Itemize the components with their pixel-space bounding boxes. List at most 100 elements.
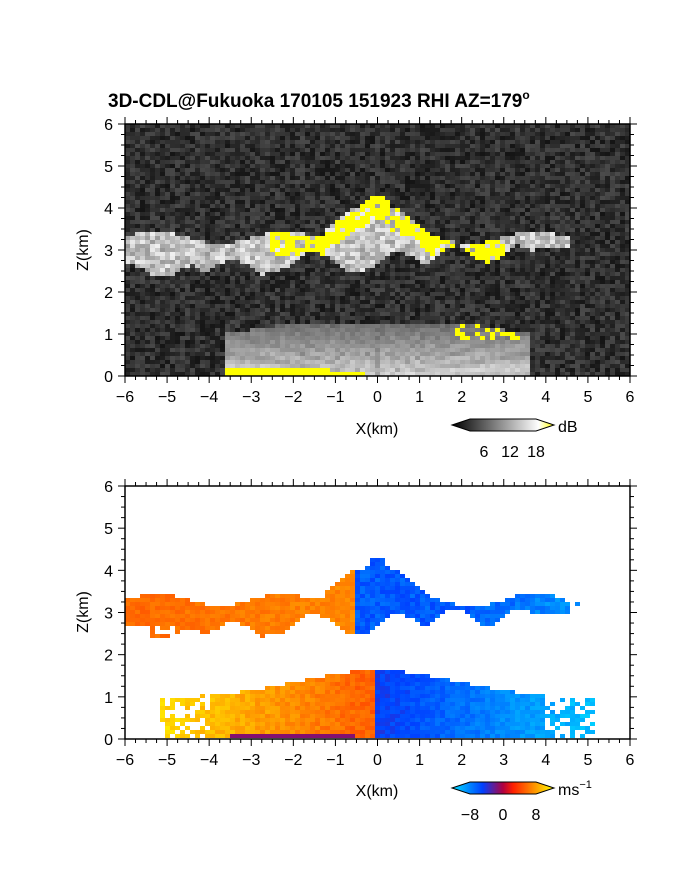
heatmap-cell: [160, 256, 165, 260]
heatmap-cell: [420, 240, 425, 244]
heatmap-cell: [455, 288, 460, 292]
heatmap-cell: [490, 180, 495, 184]
heatmap-cell: [240, 316, 245, 320]
heatmap-cell: [360, 296, 365, 300]
heatmap-cell: [195, 280, 200, 284]
heatmap-cell: [310, 128, 315, 132]
heatmap-cell: [305, 128, 310, 132]
heatmap-cell: [495, 252, 500, 256]
heatmap-cell: [410, 152, 415, 156]
heatmap-cell: [470, 160, 475, 164]
heatmap-cell: [455, 272, 460, 276]
heatmap-cell: [130, 252, 135, 256]
heatmap-cell: [355, 180, 360, 184]
heatmap-cell: [470, 312, 475, 316]
heatmap-cell: [205, 216, 210, 220]
heatmap-cell: [160, 132, 165, 136]
heatmap-cell: [265, 316, 270, 320]
heatmap-cell: [270, 240, 275, 244]
heatmap-cell: [405, 268, 410, 272]
heatmap-cell: [605, 284, 610, 288]
heatmap-cell: [350, 256, 355, 260]
heatmap-cell: [325, 264, 330, 268]
heatmap-cell: [175, 212, 180, 216]
heatmap-cell: [475, 164, 480, 168]
heatmap-cell: [280, 156, 285, 160]
heatmap-cell: [190, 256, 195, 260]
heatmap-cell: [205, 320, 210, 324]
heatmap-cell: [175, 224, 180, 228]
heatmap-cell: [625, 152, 630, 156]
heatmap-cell: [295, 144, 300, 148]
heatmap-cell: [510, 296, 515, 300]
heatmap-cell: [255, 192, 260, 196]
heatmap-cell: [615, 248, 620, 252]
heatmap-cell: [150, 284, 155, 288]
heatmap-cell: [415, 316, 420, 320]
heatmap-cell: [440, 140, 445, 144]
heatmap-cell: [595, 172, 600, 176]
heatmap-cell: [560, 288, 565, 292]
heatmap-cell: [335, 188, 340, 192]
heatmap-cell: [400, 124, 405, 128]
heatmap-cell: [125, 212, 130, 216]
heatmap-cell: [230, 248, 235, 252]
heatmap-cell: [220, 224, 225, 228]
heatmap-cell: [495, 228, 500, 232]
heatmap-cell: [355, 136, 360, 140]
heatmap-cell: [185, 128, 190, 132]
heatmap-cell: [175, 152, 180, 156]
heatmap-cell: [365, 256, 370, 260]
heatmap-cell: [220, 264, 225, 268]
heatmap-cell: [150, 308, 155, 312]
heatmap-cell: [400, 192, 405, 196]
heatmap-cell: [450, 252, 455, 256]
heatmap-cell: [535, 224, 540, 228]
heatmap-cell: [525, 240, 530, 244]
heatmap-cell: [190, 184, 195, 188]
heatmap-cell: [240, 160, 245, 164]
heatmap-cell: [600, 208, 605, 212]
heatmap-cell: [355, 132, 360, 136]
heatmap-cell: [190, 204, 195, 208]
heatmap-cell: [590, 232, 595, 236]
heatmap-cell: [500, 308, 505, 312]
heatmap-cell: [435, 208, 440, 212]
heatmap-cell: [555, 172, 560, 176]
heatmap-cell: [265, 292, 270, 296]
heatmap-cell: [410, 184, 415, 188]
heatmap-cell: [250, 232, 255, 236]
heatmap-cell: [615, 272, 620, 276]
heatmap-cell: [310, 284, 315, 288]
heatmap-cell: [260, 308, 265, 312]
heatmap-cell: [290, 292, 295, 296]
heatmap-cell: [620, 232, 625, 236]
heatmap-cell: [365, 252, 370, 256]
heatmap-cell: [250, 140, 255, 144]
heatmap-cell: [190, 236, 195, 240]
heatmap-cell: [610, 152, 615, 156]
heatmap-cell: [580, 160, 585, 164]
heatmap-cell: [475, 204, 480, 208]
heatmap-cell: [405, 316, 410, 320]
heatmap-cell: [600, 168, 605, 172]
heatmap-cell: [620, 300, 625, 304]
heatmap-cell: [445, 140, 450, 144]
heatmap-cell: [385, 144, 390, 148]
heatmap-cell: [530, 196, 535, 200]
heatmap-cell: [440, 284, 445, 288]
heatmap-cell: [150, 200, 155, 204]
heatmap-cell: [315, 268, 320, 272]
heatmap-cell: [415, 168, 420, 172]
heatmap-cell: [545, 292, 550, 296]
heatmap-cell: [155, 288, 160, 292]
heatmap-cell: [240, 128, 245, 132]
heatmap-cell: [365, 132, 370, 136]
heatmap-cell: [500, 268, 505, 272]
heatmap-cell: [555, 192, 560, 196]
heatmap-cell: [575, 276, 580, 280]
heatmap-cell: [270, 276, 275, 280]
heatmap-cell: [315, 216, 320, 220]
heatmap-cell: [250, 320, 255, 324]
heatmap-cell: [395, 256, 400, 260]
